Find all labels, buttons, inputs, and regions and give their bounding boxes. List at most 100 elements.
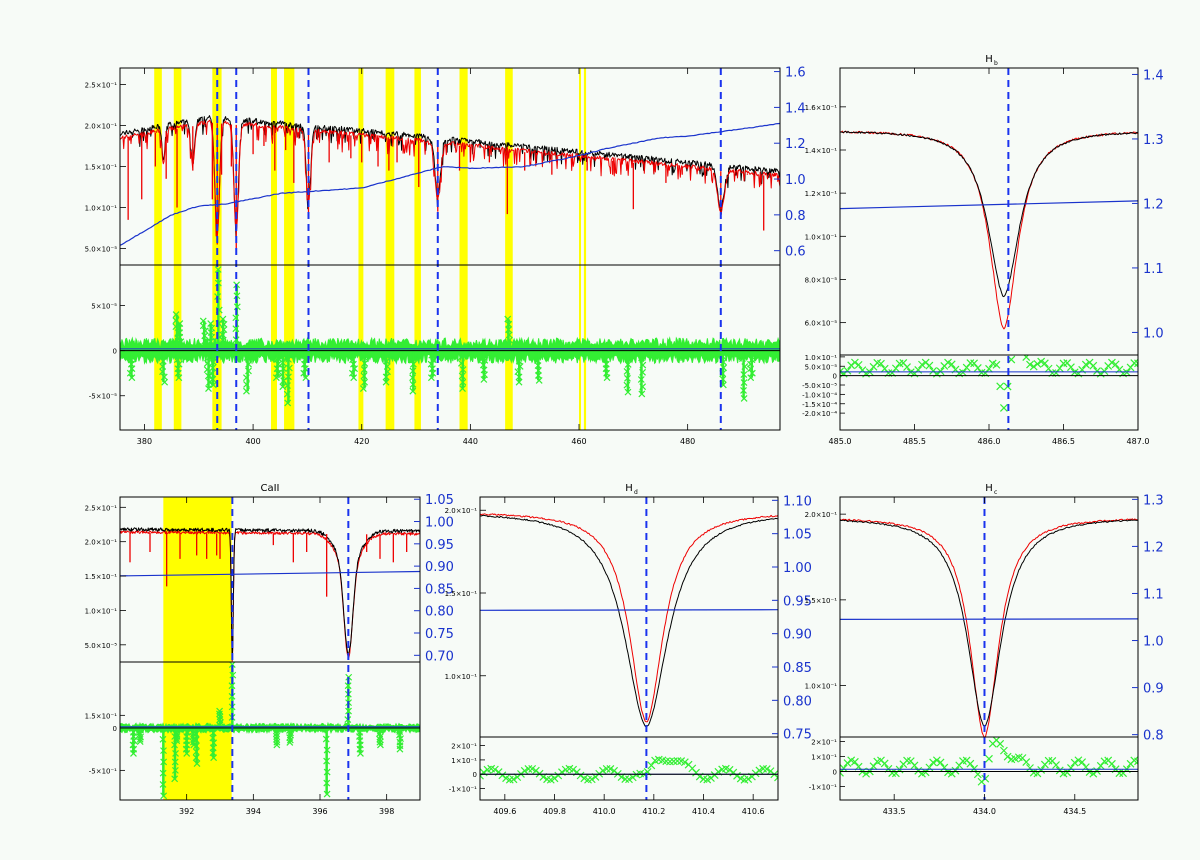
residual-spike-point: [216, 707, 224, 715]
ratio-tick-label: 0.85: [783, 661, 812, 676]
panel-title: CaII: [260, 483, 279, 494]
y-tick-label: 2.0×10⁻¹: [85, 122, 118, 130]
residual-point: [936, 367, 945, 376]
ratio-tick-label: 1.6: [785, 66, 806, 81]
y-tick-label: 1.2×10⁻¹: [805, 190, 838, 198]
residual-point: [985, 754, 993, 763]
y-tick-label: 1.0×10⁻¹: [805, 683, 838, 691]
y-tick-label: 2.0×10⁻¹: [85, 539, 118, 547]
residual-point: [520, 766, 529, 775]
residual-spike-point: [357, 750, 364, 757]
residual-point: [940, 763, 949, 772]
x-tick-label: 394: [246, 807, 261, 816]
y-tick-label: 1.5×10⁻¹: [85, 573, 118, 581]
residual-tick-label: -1×10⁻¹: [449, 786, 477, 794]
residual-point: [1067, 363, 1075, 372]
model-spectrum: [120, 119, 780, 237]
residual-tick-label: -2.0×10⁻⁴: [802, 410, 837, 418]
residual-point: [973, 364, 982, 372]
ratio-tick-label: 1.00: [425, 516, 454, 531]
ratio-tick-label: 0.85: [425, 582, 454, 597]
residual-point: [524, 764, 533, 773]
ratio-curve: [120, 122, 780, 246]
residual-point: [840, 367, 844, 376]
residual-point: [1115, 769, 1124, 778]
residual-point: [910, 761, 919, 770]
residual-point: [966, 759, 975, 768]
residual-spike-point: [409, 387, 417, 395]
y-tick-label: 1.0×10⁻¹: [85, 205, 118, 213]
residual-spike-point: [219, 315, 227, 323]
model-spectrum: [840, 518, 1138, 737]
marker-layer: [216, 68, 722, 430]
residual-point: [1070, 758, 1079, 767]
panel-frame: [119, 67, 781, 431]
mask-band: [154, 68, 162, 430]
spectrum-layer: [480, 513, 778, 728]
residual-point: [628, 773, 637, 782]
mask-band: [284, 68, 295, 430]
ratio-tick-label: 1.1: [1143, 262, 1164, 277]
mask-band: [385, 68, 395, 430]
ratio-tick-label: 1.10: [783, 494, 812, 509]
residual-point: [1003, 752, 1012, 761]
y-tick-label: 2.0×10⁻¹: [445, 507, 478, 515]
y-tick-label: 1.5×10⁻¹: [805, 597, 838, 605]
residual-tick-label: 1×10⁻¹: [451, 757, 477, 765]
ratio-tick-label: 0.95: [783, 594, 812, 609]
residual-point: [840, 764, 848, 773]
x-tick-label: 392: [179, 807, 194, 816]
panel-h-gamma: 433.5 434.0 434.5 2.0×10⁻¹ 1.5×10⁻¹ 1.0×10⁻¹ 1…: [805, 483, 1164, 816]
residual-tick-label: 2×10⁻¹: [811, 739, 837, 747]
residual-point: [1067, 764, 1075, 772]
x-tick-label: 380: [137, 437, 152, 446]
residual-tick-label: 0: [833, 769, 837, 777]
residual-point: [959, 368, 967, 377]
residual-tick-label: -5×10⁻⁵: [89, 393, 117, 401]
ratio-tick-label: 1.2: [1143, 197, 1164, 212]
residual-spike-point: [459, 385, 466, 392]
residual-point: [1074, 756, 1083, 765]
y-tick-label: 1.6×10⁻¹: [805, 104, 838, 112]
residual-spike-point: [128, 374, 136, 382]
residual-point: [877, 359, 885, 368]
panel-title: H: [625, 483, 633, 494]
residual-point: [680, 758, 689, 767]
residual-tick-label: -1.0×10⁻⁴: [802, 391, 837, 399]
residual-point: [850, 757, 859, 766]
x-tick-label: 434.0: [973, 807, 996, 816]
residual-point: [602, 764, 611, 773]
marker-layer: [231, 497, 350, 800]
x-tick-label: 485.5: [903, 437, 926, 446]
residual-point: [1037, 766, 1046, 774]
ratio-tick-label: 1.2: [785, 137, 806, 152]
residual-point: [569, 765, 578, 774]
residual-spike-point: [323, 790, 331, 798]
residual-layer: [840, 737, 1138, 786]
residual-point: [932, 756, 941, 765]
ratio-curve: [480, 609, 778, 611]
mask-band: [271, 68, 277, 430]
residual-point: [1055, 364, 1064, 373]
residual-point: [509, 775, 518, 784]
ratio-tick-label: 0.80: [425, 605, 454, 620]
residual-spike-point: [210, 754, 218, 762]
residual-tick-label: -5×10⁻¹: [89, 767, 117, 775]
residual-point: [647, 761, 656, 770]
residual-tick-label: -1×10⁻¹: [809, 784, 837, 792]
panel-title: H: [985, 483, 993, 494]
residual-point: [490, 765, 499, 774]
residual-point: [970, 359, 979, 368]
residual-spike-point: [350, 374, 358, 382]
ratio-curve: [120, 570, 420, 577]
residual-tick-label: 0: [473, 771, 477, 779]
ratio-tick-label: 0.6: [785, 245, 806, 260]
y-tick-label: 1.4×10⁻¹: [805, 147, 838, 155]
x-tick-label: 434.5: [1063, 807, 1086, 816]
residual-tick-label: -1.5×10⁻⁴: [802, 401, 837, 409]
residual-point: [1033, 359, 1042, 368]
observed-spectrum: [840, 519, 1138, 728]
residual-point: [587, 775, 596, 784]
panel-h-beta: 485.0 485.5 486.0 486.5 487.0 1.6×10⁻¹ 1.4×10⁻…: [802, 54, 1164, 446]
